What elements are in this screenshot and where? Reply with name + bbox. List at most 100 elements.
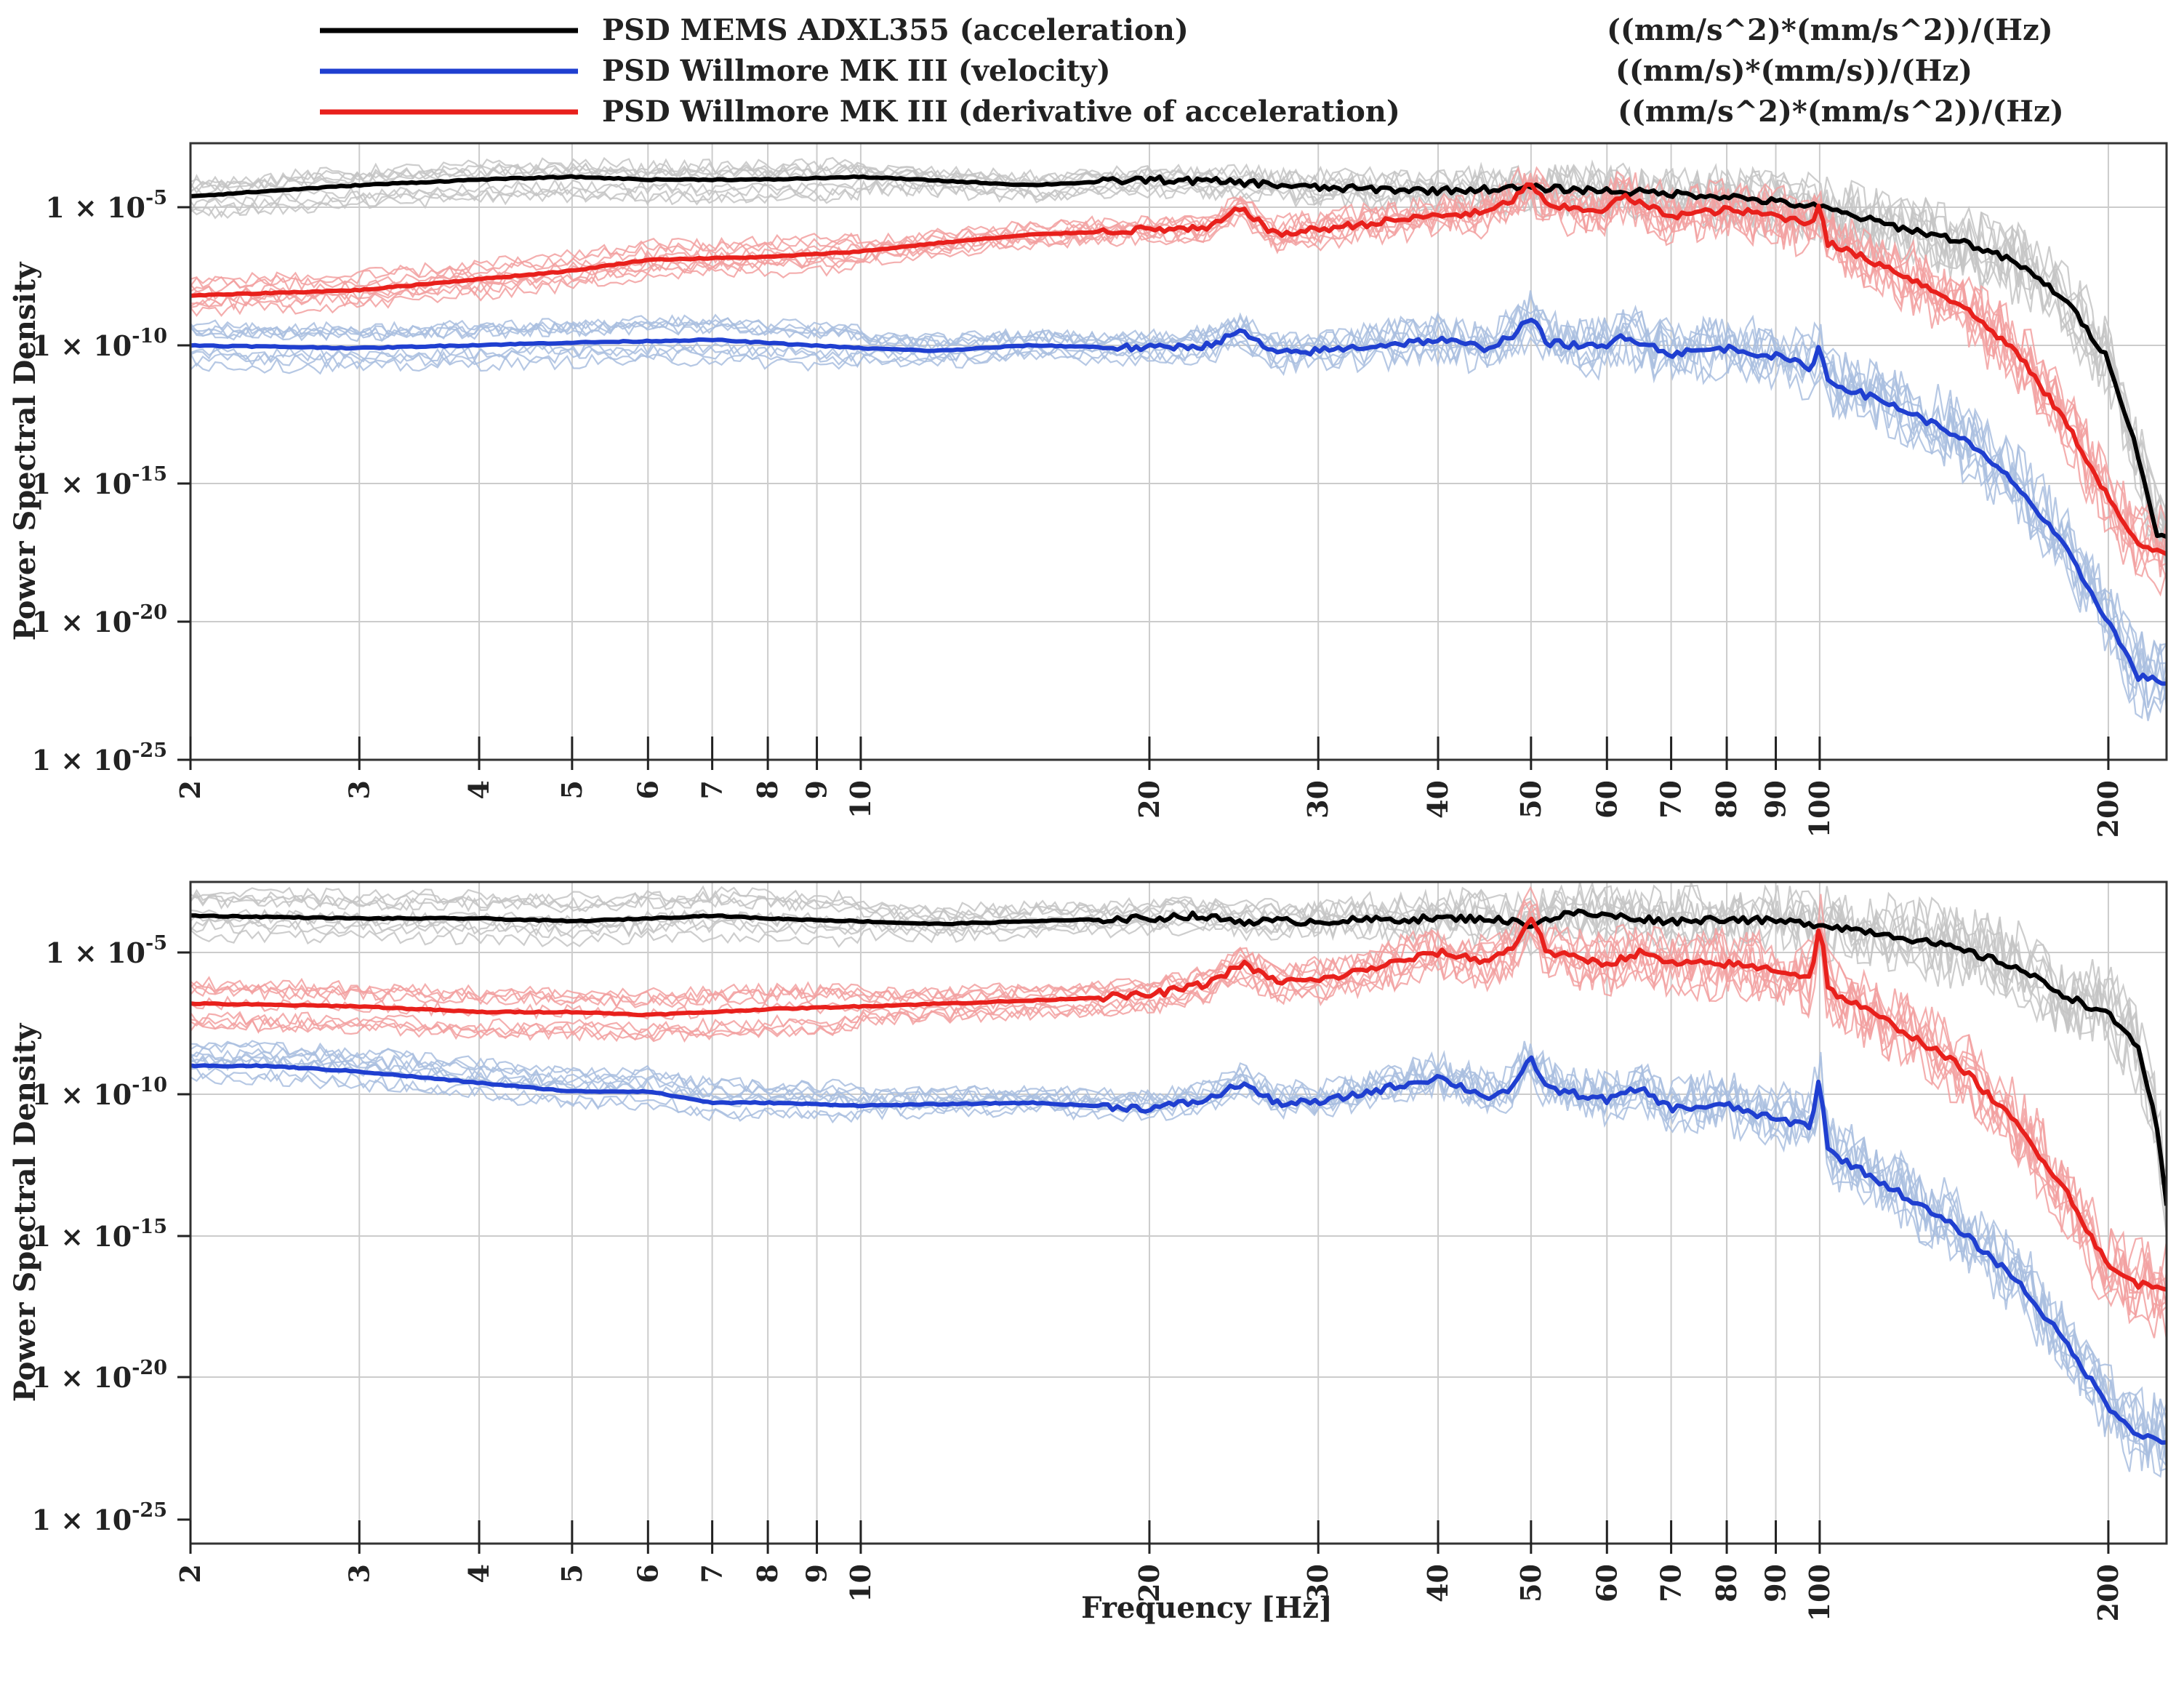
x-tick-label: 9 (800, 1564, 833, 1583)
series-line-derivative (190, 916, 2167, 1292)
x-tick-label: 6 (631, 1564, 664, 1583)
y-tick-exponent: -10 (132, 1074, 167, 1096)
y-tick-label: 1 × 10-20 (32, 1357, 167, 1394)
x-tick-label: 50 (1514, 1564, 1547, 1602)
x-tick-label: 20 (1133, 1564, 1165, 1602)
x-tick-label: 9 (800, 780, 833, 799)
y-tick-label: 1 × 10-15 (32, 463, 167, 500)
plot-area (190, 882, 2167, 1478)
x-tick-label: 90 (1759, 1564, 1792, 1602)
x-tick-label: 200 (2092, 1564, 2124, 1621)
legend-unit-velocity: ((mm/s)*(mm/s))/(Hz) (1615, 54, 1972, 88)
y-tick-exponent: -25 (132, 739, 167, 762)
series-trace-acceleration (190, 882, 2167, 1202)
x-tick-label: 40 (1421, 1564, 1454, 1602)
series-trace-velocity (190, 1054, 2167, 1472)
y-tick-base: 1 × 10 (32, 1220, 132, 1253)
series-trace-velocity (190, 311, 2167, 705)
series-trace-velocity (190, 1042, 2167, 1458)
x-tick-label: 3 (342, 1564, 375, 1583)
legend: PSD MEMS ADXL355 (acceleration) ((mm/s^2… (320, 13, 2064, 129)
x-tick-label: 7 (696, 1564, 728, 1583)
x-tick-label: 20 (1133, 780, 1165, 819)
plot-frame (189, 880, 2168, 1545)
y-tick-exponent: -5 (145, 932, 167, 955)
series-trace-velocity (190, 290, 2167, 704)
grid (190, 882, 2167, 1544)
series-trace-velocity (190, 311, 2167, 710)
y-tick-label: 1 × 10-10 (32, 1074, 167, 1111)
series-trace-derivative (190, 921, 2167, 1340)
x-tick-label: 8 (751, 1564, 784, 1583)
y-tick-label: 1 × 10-5 (45, 932, 167, 969)
x-tick-label: 50 (1514, 780, 1547, 819)
legend-label-derivative: PSD Willmore MK III (derivative of accel… (602, 95, 1400, 129)
series-line-derivative (190, 182, 2167, 556)
series-line-acceleration (190, 174, 2167, 539)
y-tick-base: 1 × 10 (32, 1361, 132, 1394)
x-tick-label: 2 (174, 780, 206, 799)
chart-panel-top: 1 × 10-51 × 10-101 × 10-151 × 10-201 × 1… (8, 142, 2168, 838)
series-trace-derivative (190, 174, 2167, 556)
y-tick-base: 1 × 10 (32, 468, 132, 500)
x-tick-label: 30 (1301, 780, 1334, 819)
plot-area (190, 156, 2167, 721)
series-trace-velocity (190, 1040, 2167, 1461)
y-tick-label: 1 × 10-25 (32, 1499, 167, 1536)
x-tick-label: 80 (1710, 1564, 1743, 1602)
x-tick-label: 8 (751, 780, 784, 799)
x-tick-label: 4 (462, 780, 495, 799)
y-tick-base: 1 × 10 (45, 936, 145, 969)
y-tick-exponent: -15 (132, 463, 167, 486)
y-tick-exponent: -10 (132, 325, 167, 348)
legend-entry-derivative: PSD Willmore MK III (derivative of accel… (320, 95, 2064, 129)
x-tick-label: 10 (844, 1564, 877, 1602)
x-tick-label: 4 (462, 1564, 495, 1583)
y-tick-exponent: -20 (132, 1357, 167, 1379)
series-trace-derivative (190, 894, 2167, 1319)
x-tick-label: 200 (2092, 780, 2124, 838)
y-tick-label: 1 × 10-10 (32, 325, 167, 362)
y-tick-base: 1 × 10 (32, 606, 132, 638)
series-trace-derivative (190, 928, 2167, 1317)
x-tick-label: 60 (1590, 1564, 1623, 1602)
chart-panel-bottom: 1 × 10-51 × 10-101 × 10-151 × 10-201 × 1… (8, 880, 2168, 1621)
y-tick-label: 1 × 10-20 (32, 601, 167, 638)
series-trace-acceleration (190, 894, 2167, 1189)
series-trace-derivative (190, 897, 2167, 1302)
legend-entry-velocity: PSD Willmore MK III (velocity) ((mm/s)*(… (320, 54, 1972, 88)
x-tick-label: 5 (555, 780, 588, 799)
y-tick-label: 1 × 10-25 (32, 739, 167, 777)
y-tick-base: 1 × 10 (32, 744, 132, 777)
x-tick-label: 80 (1710, 780, 1743, 819)
series-trace-derivative (190, 920, 2167, 1322)
series-trace-acceleration (190, 884, 2167, 1195)
y-axis-title: Power Spectral Density (8, 1022, 42, 1402)
series-line-acceleration (190, 908, 2167, 1206)
series-trace-acceleration (190, 179, 2167, 545)
series-trace-velocity (190, 1048, 2167, 1456)
x-axis-title: Frequency [Hz] (1081, 1591, 1333, 1625)
series-trace-velocity (190, 1043, 2167, 1469)
y-tick-base: 1 × 10 (32, 1504, 132, 1536)
x-tick-label: 5 (555, 1564, 588, 1583)
series-trace-velocity (190, 1054, 2167, 1478)
x-tick-label: 2 (174, 1564, 206, 1583)
series-trace-derivative (190, 176, 2167, 579)
x-tick-label: 100 (1803, 780, 1836, 838)
series-trace-derivative (190, 913, 2167, 1325)
series-trace-velocity (190, 300, 2167, 708)
x-tick-label: 70 (1655, 780, 1687, 819)
y-tick-exponent: -25 (132, 1499, 167, 1522)
series-trace-velocity (190, 1054, 2167, 1459)
series-trace-acceleration (190, 896, 2167, 1189)
x-tick-label: 10 (844, 780, 877, 819)
legend-unit-acceleration: ((mm/s^2)*(mm/s^2))/(Hz) (1607, 13, 2053, 47)
y-tick-exponent: -20 (132, 601, 167, 624)
y-axis-title: Power Spectral Density (8, 261, 42, 641)
x-tick-label: 60 (1590, 780, 1623, 819)
x-tick-label: 70 (1655, 1564, 1687, 1602)
y-tick-base: 1 × 10 (45, 191, 145, 224)
series-line-velocity (190, 1055, 2167, 1445)
plot-frame (189, 142, 2168, 761)
